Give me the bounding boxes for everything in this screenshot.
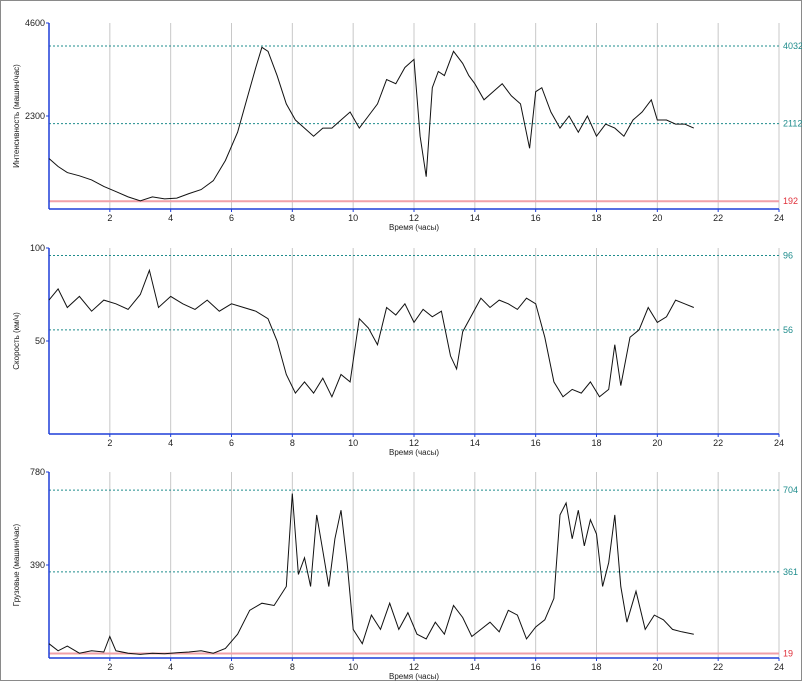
y-tick-label: 4600 bbox=[25, 18, 45, 28]
y-axis-label: Скорость (км/ч) bbox=[12, 312, 21, 370]
x-tick-label: 14 bbox=[470, 662, 480, 672]
y-tick-label: 780 bbox=[30, 467, 45, 477]
x-tick-label: 6 bbox=[229, 662, 234, 672]
x-tick-label: 16 bbox=[531, 213, 541, 223]
y-tick-label: 2300 bbox=[25, 111, 45, 121]
x-tick-label: 10 bbox=[348, 662, 358, 672]
y-tick-label: 100 bbox=[30, 243, 45, 253]
x-axis-label: Время (часы) bbox=[389, 672, 439, 681]
x-tick-label: 24 bbox=[774, 438, 784, 448]
x-tick-label: 2 bbox=[107, 438, 112, 448]
x-tick-label: 20 bbox=[652, 438, 662, 448]
x-tick-label: 6 bbox=[229, 438, 234, 448]
x-tick-label: 4 bbox=[168, 213, 173, 223]
y-tick-label: 50 bbox=[35, 336, 45, 346]
x-tick-label: 16 bbox=[531, 662, 541, 672]
series-line bbox=[48, 46, 695, 202]
y-axis-label: Интенсивность (машин/час) bbox=[12, 64, 21, 168]
x-tick-label: 2 bbox=[107, 213, 112, 223]
x-tick-label: 12 bbox=[409, 662, 419, 672]
x-tick-label: 10 bbox=[348, 438, 358, 448]
reference-label: 56 bbox=[783, 325, 793, 335]
x-tick-label: 24 bbox=[774, 662, 784, 672]
x-tick-label: 6 bbox=[229, 213, 234, 223]
x-tick-label: 8 bbox=[290, 662, 295, 672]
reference-label: 192 bbox=[783, 196, 798, 206]
reference-label: 4032 bbox=[783, 41, 802, 51]
x-tick-label: 8 bbox=[290, 438, 295, 448]
y-tick-label: 390 bbox=[30, 560, 45, 570]
series-line bbox=[48, 268, 694, 399]
reference-label: 361 bbox=[783, 567, 798, 577]
x-tick-label: 18 bbox=[591, 213, 601, 223]
y-axis-label: Грузовые (машин/час) bbox=[12, 523, 21, 606]
series-line bbox=[48, 493, 694, 655]
x-axis-label: Время (часы) bbox=[389, 223, 439, 232]
reference-label: 2112 bbox=[783, 119, 802, 129]
x-tick-label: 14 bbox=[470, 438, 480, 448]
x-tick-label: 16 bbox=[531, 438, 541, 448]
x-tick-label: 10 bbox=[348, 213, 358, 223]
x-tick-label: 4 bbox=[168, 662, 173, 672]
x-tick-label: 12 bbox=[409, 213, 419, 223]
x-tick-label: 22 bbox=[713, 662, 723, 672]
x-tick-label: 2 bbox=[107, 662, 112, 672]
reference-label: 96 bbox=[783, 250, 793, 260]
x-tick-label: 8 bbox=[290, 213, 295, 223]
x-tick-label: 4 bbox=[168, 438, 173, 448]
x-tick-label: 24 bbox=[774, 213, 784, 223]
x-tick-label: 22 bbox=[713, 213, 723, 223]
reference-label: 704 bbox=[783, 485, 798, 495]
x-tick-label: 20 bbox=[652, 662, 662, 672]
x-tick-label: 22 bbox=[713, 438, 723, 448]
x-tick-label: 14 bbox=[470, 213, 480, 223]
x-tick-label: 12 bbox=[409, 438, 419, 448]
x-tick-label: 18 bbox=[591, 662, 601, 672]
x-tick-label: 18 bbox=[591, 438, 601, 448]
x-tick-label: 20 bbox=[652, 213, 662, 223]
x-axis-label: Время (часы) bbox=[389, 448, 439, 457]
reference-label: 19 bbox=[783, 648, 793, 658]
